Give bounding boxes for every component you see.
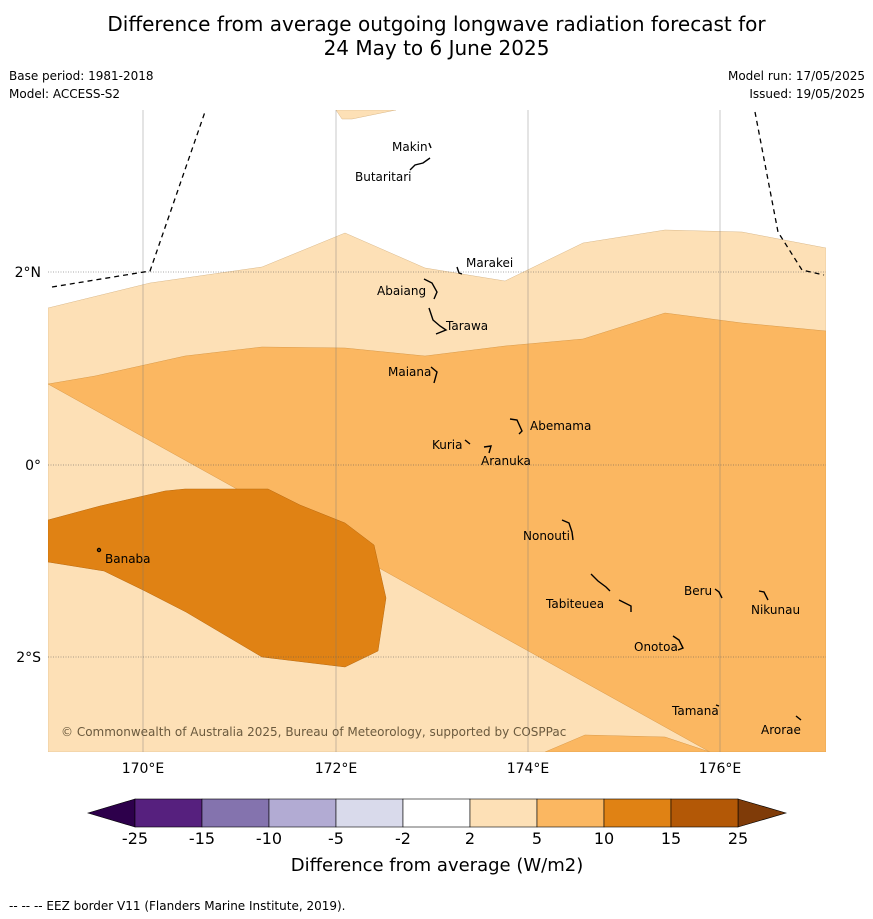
colorbar: -25 -15 -10 -5 -2 2 5 10 15 25 Difference from av… (86, 798, 788, 876)
colorbar-segment (469, 798, 538, 828)
title-line-1: Difference from average outgoing longwav… (107, 12, 766, 36)
label-kuria: Kuria (432, 438, 463, 452)
label-nonouti: Nonouti (523, 529, 570, 543)
label-tarawa: Tarawa (445, 319, 488, 333)
title-line-2: 24 May to 6 June 2025 (323, 36, 550, 60)
colorbar-segment (536, 798, 605, 828)
island-aranuka (483, 445, 492, 454)
colorbar-segment (603, 798, 672, 828)
colorbar-tick-label: -10 (256, 829, 282, 848)
label-makin: Makin (392, 140, 428, 154)
label-banaba: Banaba (105, 552, 151, 566)
lat-label-2s: 2°S (16, 650, 41, 666)
contour-5-to-10 (48, 312, 826, 752)
copyright-notice: © Commonwealth of Australia 2025, Bureau… (61, 725, 566, 739)
colorbar-tick-label: 5 (532, 829, 542, 848)
label-beru: Beru (684, 584, 712, 598)
map-title: Difference from average outgoing longwav… (0, 12, 873, 60)
colorbar-low-extend (86, 798, 136, 828)
label-marakei: Marakei (466, 256, 513, 270)
lat-label-2n: 2°N (15, 265, 41, 281)
colorbar-tick-label: 10 (594, 829, 614, 848)
longitude-labels: 170°E 172°E 174°E 176°E (122, 761, 742, 777)
right-meta: Model run: 17/05/2025 Issued: 19/05/2025 (728, 67, 865, 103)
colorbar-tick-label: 15 (661, 829, 681, 848)
label-onotoa: Onotoa (634, 640, 678, 654)
island-nikunau (758, 590, 769, 601)
colorbar-tick-label: -15 (189, 829, 215, 848)
left-meta: Base period: 1981-2018 Model: ACCESS-S2 (9, 67, 154, 103)
label-aranuka: Aranuka (481, 454, 531, 468)
model-name: Model: ACCESS-S2 (9, 87, 121, 101)
issued-date: Issued: 19/05/2025 (749, 87, 865, 101)
eez-border (51, 110, 825, 288)
colorbar-segment (134, 798, 203, 828)
island-abemama (509, 418, 523, 435)
colorbar-segment (335, 798, 404, 828)
colorbar-tick-label: -5 (328, 829, 344, 848)
latitude-labels: 2°N 0° 2°S (15, 265, 42, 666)
island-abaiang (423, 278, 438, 300)
colorbar-ticks: -25 -15 -10 -5 -2 2 5 10 15 25 (122, 829, 748, 848)
island-butaritari (409, 157, 431, 171)
island-maiana (430, 366, 438, 384)
place-names: Makin Butaritari Marakei Abaiang Tarawa … (105, 140, 801, 737)
colorbar-tick-label: -2 (395, 829, 411, 848)
label-abaiang: Abaiang (377, 284, 426, 298)
colorbar-segment (268, 798, 337, 828)
island-marakei (456, 266, 463, 275)
colorbar-high-extend (737, 798, 788, 828)
latitude-gridlines (48, 271, 826, 658)
island-onotoa (672, 635, 684, 651)
colorbar-tick-label: -25 (122, 829, 148, 848)
model-run: Model run: 17/05/2025 (727, 69, 865, 83)
island-kuria (464, 439, 471, 445)
island-tamana (715, 704, 720, 707)
island-outlines (96, 142, 802, 721)
colorbar-segment (670, 798, 739, 828)
lon-label-170e: 170°E (122, 761, 165, 777)
island-beru (714, 588, 723, 599)
lat-label-0: 0° (25, 458, 41, 474)
lon-label-176e: 176°E (699, 761, 742, 777)
lon-label-172e: 172°E (315, 761, 358, 777)
colorbar-segment (201, 798, 270, 828)
label-nikunau: Nikunau (751, 603, 800, 617)
island-tabiteuea (590, 573, 632, 612)
island-banaba (96, 547, 102, 553)
lon-label-174e: 174°E (507, 761, 550, 777)
colorbar-label: Difference from average (W/m2) (291, 855, 583, 876)
colorbar-segments (134, 798, 739, 828)
colorbar-tick-label: 25 (728, 829, 748, 848)
contour-top-patch (335, 110, 397, 120)
colorbar-tick-label: 2 (465, 829, 475, 848)
island-makin (428, 142, 432, 149)
label-maiana: Maiana (388, 365, 431, 379)
map-panel: Makin Butaritari Marakei Abaiang Tarawa … (48, 110, 826, 752)
island-tarawa (428, 307, 448, 335)
label-arorae: Arorae (761, 723, 801, 737)
contour-10-to-15 (48, 488, 387, 668)
eez-footnote: -- -- -- EEZ border V11 (Flanders Marine… (9, 899, 346, 913)
label-tamana: Tamana (671, 704, 719, 718)
base-period: Base period: 1981-2018 (9, 69, 154, 83)
island-arorae (795, 715, 802, 721)
label-butaritari: Butaritari (355, 170, 412, 184)
label-abemama: Abemama (530, 419, 591, 433)
island-nonouti (561, 519, 574, 541)
colorbar-segment (402, 798, 471, 828)
label-tabiteuea: Tabiteuea (545, 597, 604, 611)
longitude-gridlines (142, 110, 721, 752)
